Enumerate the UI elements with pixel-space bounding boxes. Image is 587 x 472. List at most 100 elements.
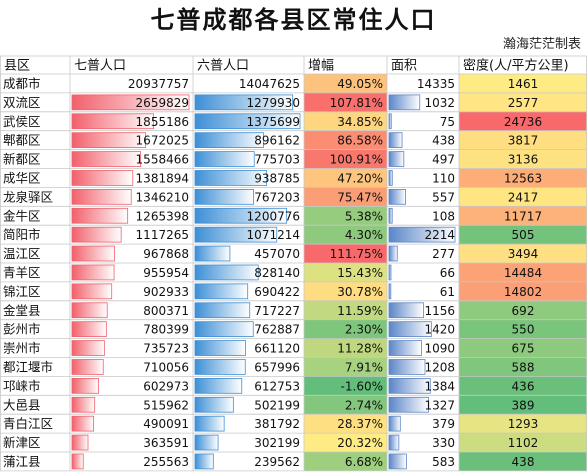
growth-heat-cell bbox=[304, 338, 387, 358]
pop6-value: 239562 bbox=[254, 455, 300, 469]
pop6-value: 1375699 bbox=[247, 115, 300, 129]
density-value: 14802 bbox=[504, 285, 542, 299]
pop7-value: 902933 bbox=[143, 285, 189, 299]
growth-value: 49.05% bbox=[337, 77, 383, 91]
pop7-bar bbox=[71, 151, 141, 167]
growth-heat-cell bbox=[304, 206, 387, 226]
area-value: 61 bbox=[440, 285, 455, 299]
growth-heat-cell bbox=[304, 395, 387, 415]
growth-value: 111.75% bbox=[330, 247, 383, 261]
column-header: 密度(人/平方公里) bbox=[463, 58, 569, 74]
growth-heat-cell bbox=[304, 281, 387, 301]
pop6-value: 775703 bbox=[254, 153, 300, 167]
area-value: 1090 bbox=[424, 342, 455, 356]
density-value: 1461 bbox=[508, 77, 539, 91]
district-name: 彭州市 bbox=[3, 322, 41, 337]
growth-heat-cell bbox=[304, 225, 387, 245]
growth-heat-cell bbox=[304, 263, 387, 282]
area-bar bbox=[388, 151, 405, 167]
pop6-bar bbox=[194, 377, 243, 394]
column-header: 增幅 bbox=[308, 59, 334, 74]
header-cell bbox=[70, 56, 193, 74]
growth-value: 2.30% bbox=[345, 323, 383, 337]
pop7-value: 1558466 bbox=[136, 153, 189, 167]
density-heat-cell bbox=[459, 376, 587, 396]
density-value: 436 bbox=[512, 379, 535, 393]
pop6-bar bbox=[194, 94, 294, 111]
pop6-bar bbox=[194, 453, 214, 470]
growth-value: 100.91% bbox=[330, 153, 383, 167]
growth-heat-cell bbox=[304, 376, 387, 396]
area-bar bbox=[388, 170, 393, 186]
density-value: 2577 bbox=[508, 96, 539, 110]
growth-heat-cell bbox=[304, 319, 387, 339]
growth-value: 20.32% bbox=[337, 436, 383, 450]
density-heat-cell bbox=[459, 263, 587, 282]
pop7-value: 515962 bbox=[143, 398, 189, 412]
growth-heat-cell bbox=[304, 357, 387, 377]
pop7-bar bbox=[71, 207, 129, 224]
area-value: 438 bbox=[432, 134, 455, 148]
area-bar bbox=[388, 226, 456, 243]
pop7-bar bbox=[71, 453, 84, 470]
pop7-value: 20937757 bbox=[128, 77, 189, 91]
density-heat-cell bbox=[459, 130, 587, 150]
area-bar bbox=[388, 94, 421, 111]
district-name: 新都区 bbox=[3, 152, 41, 167]
density-heat-cell bbox=[459, 319, 587, 339]
growth-heat-cell bbox=[304, 92, 387, 112]
district-name: 金堂县 bbox=[3, 303, 41, 318]
pop7-value: 490091 bbox=[143, 417, 189, 431]
pop6-value: 457070 bbox=[254, 247, 300, 261]
density-heat-cell bbox=[459, 168, 587, 188]
pop7-bar bbox=[71, 434, 89, 451]
growth-heat-cell bbox=[304, 149, 387, 169]
area-value: 108 bbox=[432, 209, 455, 223]
density-value: 438 bbox=[512, 455, 535, 469]
pop7-value: 255563 bbox=[143, 455, 189, 469]
district-name: 新津区 bbox=[3, 435, 41, 450]
pop7-bar bbox=[71, 245, 115, 262]
pop6-value: 657996 bbox=[254, 360, 300, 374]
density-value: 588 bbox=[512, 360, 535, 374]
area-bar bbox=[388, 321, 432, 338]
pop7-bar bbox=[71, 340, 105, 356]
pop7-bar bbox=[71, 302, 108, 319]
pop6-value: 381792 bbox=[254, 417, 300, 431]
author-credit: 瀚海茫茫制表 bbox=[502, 37, 581, 52]
area-value: 330 bbox=[432, 436, 455, 450]
growth-value: 28.37% bbox=[337, 417, 383, 431]
density-heat-cell bbox=[459, 300, 587, 320]
area-bar bbox=[388, 396, 429, 413]
pop7-value: 1672025 bbox=[136, 134, 189, 148]
header-cell bbox=[387, 56, 459, 74]
area-bar bbox=[388, 434, 400, 451]
area-value: 110 bbox=[432, 171, 455, 185]
area-bar bbox=[388, 415, 401, 432]
district-name: 双流区 bbox=[3, 95, 41, 110]
area-value: 1384 bbox=[424, 379, 455, 393]
pop6-bar bbox=[194, 302, 251, 319]
density-value: 2417 bbox=[508, 190, 539, 204]
pop7-bar bbox=[71, 359, 104, 375]
growth-value: 47.20% bbox=[337, 171, 383, 185]
area-value: 2214 bbox=[424, 228, 455, 242]
pop7-bar bbox=[71, 170, 134, 186]
growth-value: 11.28% bbox=[337, 342, 383, 356]
density-value: 1293 bbox=[508, 417, 539, 431]
pop6-bar bbox=[194, 283, 249, 300]
growth-value: 34.85% bbox=[337, 115, 383, 129]
pop6-value: 762887 bbox=[254, 323, 300, 337]
pop7-value: 2659829 bbox=[136, 96, 189, 110]
pop6-bar bbox=[194, 340, 246, 356]
growth-value: 4.30% bbox=[345, 228, 383, 242]
pop6-value: 896162 bbox=[254, 134, 300, 148]
growth-heat-cell bbox=[304, 168, 387, 188]
pop6-value: 938785 bbox=[254, 171, 300, 185]
pop6-value: 661120 bbox=[254, 342, 300, 356]
area-value: 1420 bbox=[424, 323, 455, 337]
density-heat-cell bbox=[459, 149, 587, 169]
area-value: 1327 bbox=[424, 398, 455, 412]
density-heat-cell bbox=[459, 338, 587, 358]
